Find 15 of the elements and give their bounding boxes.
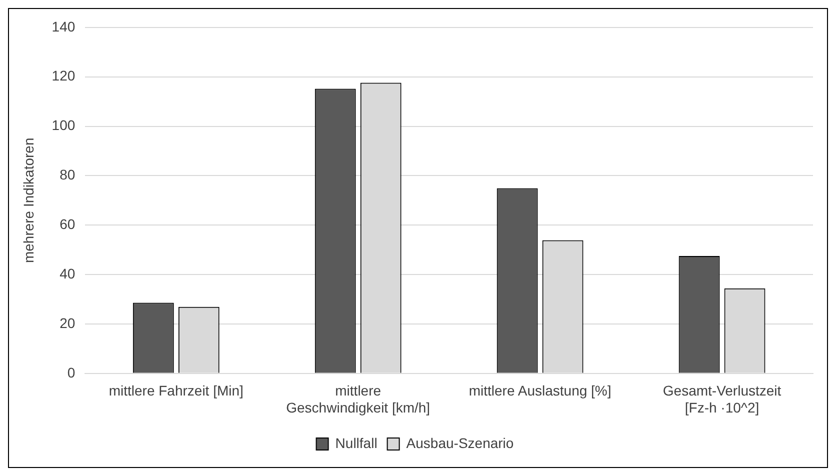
x-tick-label: mittlere Auslastung [%] bbox=[468, 382, 612, 399]
y-tick-label: 100 bbox=[52, 117, 76, 134]
x-tick-label: mittlere Geschwindigkeit [km/h] bbox=[286, 382, 430, 416]
legend-label: Nullfall bbox=[335, 434, 378, 451]
y-tick-label: 120 bbox=[52, 68, 76, 84]
y-tick-label: 140 bbox=[52, 18, 76, 34]
x-tick-label: mittlere Fahrzeit [Min] bbox=[108, 382, 244, 399]
y-axis-title: mehrere Indikatoren bbox=[20, 138, 36, 264]
y-tick-label: 20 bbox=[60, 314, 76, 331]
x-tick-label: Gesamt-Verlustzeit [Fz-h ·10^2] bbox=[662, 382, 782, 416]
y-tick-label: 0 bbox=[67, 364, 76, 380]
legend-label: Ausbau-Szenario bbox=[406, 434, 514, 451]
y-tick-label: 80 bbox=[60, 166, 76, 183]
y-tick-label: 40 bbox=[60, 265, 76, 282]
y-tick-label: 60 bbox=[60, 216, 76, 232]
